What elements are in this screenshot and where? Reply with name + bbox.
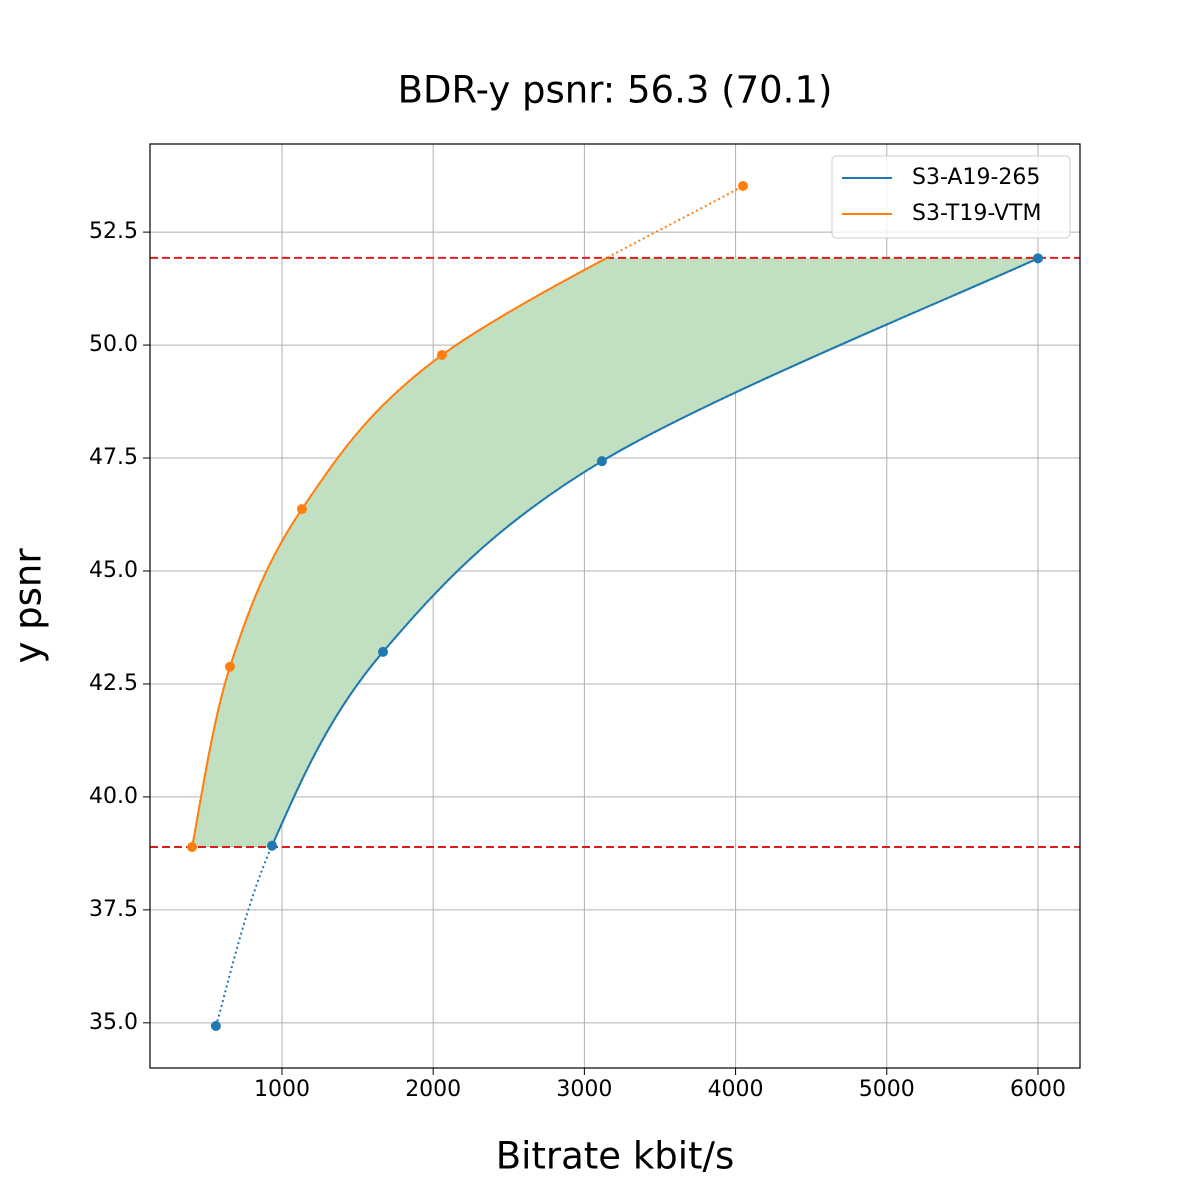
x-tick-label: 3000 bbox=[556, 1077, 612, 1102]
y-tick-label: 45.0 bbox=[89, 558, 138, 583]
y-tick-label: 50.0 bbox=[89, 332, 138, 357]
y-axis-label: y psnr bbox=[7, 548, 50, 664]
point bbox=[596, 456, 607, 467]
x-tick-label: 2000 bbox=[405, 1077, 461, 1102]
line bbox=[270, 257, 1039, 848]
legend-label: S3-A19-265 bbox=[912, 165, 1040, 190]
x-tick-label: 6000 bbox=[1010, 1077, 1066, 1102]
y-tick-label: 52.5 bbox=[89, 219, 138, 244]
point bbox=[436, 350, 447, 361]
point bbox=[224, 661, 235, 672]
y-tick-label: 47.5 bbox=[89, 445, 138, 470]
point bbox=[1032, 253, 1043, 264]
y-tick-label: 42.5 bbox=[89, 671, 138, 696]
series bbox=[210, 253, 1043, 1031]
y-tick-label: 35.0 bbox=[89, 1010, 138, 1035]
plot-frame bbox=[149, 143, 1081, 1069]
fill-group bbox=[192, 257, 1038, 848]
solid-part bbox=[270, 257, 1039, 848]
solid-part bbox=[191, 257, 610, 848]
x-axis-label: Bitrate kbit/s bbox=[496, 1135, 735, 1178]
series bbox=[187, 181, 748, 853]
line bbox=[191, 257, 610, 848]
x-tick-label: 1000 bbox=[254, 1077, 310, 1102]
y-tick-label: 40.0 bbox=[89, 784, 138, 809]
point bbox=[296, 504, 307, 515]
x-tick-label: 4000 bbox=[708, 1077, 764, 1102]
bd-area bbox=[192, 257, 1038, 848]
point bbox=[737, 181, 748, 192]
chart-title: BDR-y psnr: 56.3 (70.1) bbox=[398, 69, 833, 112]
legend-label: S3-T19-VTM bbox=[912, 201, 1041, 226]
x-tick-label: 5000 bbox=[859, 1077, 915, 1102]
point bbox=[267, 840, 278, 851]
point bbox=[210, 1020, 221, 1031]
point bbox=[187, 842, 198, 853]
y-tick-label: 37.5 bbox=[89, 897, 138, 922]
point bbox=[377, 646, 388, 657]
legend-box bbox=[831, 155, 1071, 239]
